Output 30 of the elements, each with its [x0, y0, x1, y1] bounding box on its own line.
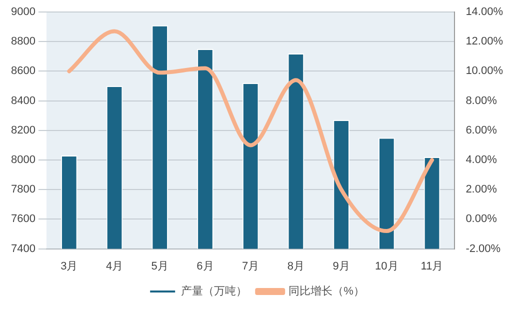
y2-tick-label: 0.00%: [466, 213, 498, 226]
x-tick-label: 8月: [287, 260, 304, 272]
y-tick-label: 7600: [10, 213, 36, 226]
y2-tick-label: 2.00%: [466, 184, 498, 196]
line-series: [67, 29, 434, 234]
y-tick-label: 8600: [10, 65, 36, 78]
x-tick-label: 7月: [242, 260, 260, 272]
y2-tick-label: 12.00%: [466, 36, 504, 48]
y2-tick-label: 8.00%: [466, 94, 498, 107]
x-tick-label: 4月: [106, 260, 124, 272]
y2-tick-label: 4.00%: [466, 154, 498, 166]
x-tick-label: 9月: [332, 260, 350, 272]
y2-tick-label: 6.00%: [466, 124, 498, 136]
y-tick-label: 8200: [10, 124, 36, 136]
y-tick-label: 8400: [10, 94, 36, 107]
y-tick-label: 8000: [10, 154, 36, 166]
y-tick-label: 7400: [10, 242, 36, 255]
x-tick-label: 6月: [196, 260, 214, 272]
legend-label: 产量（万吨）: [181, 284, 248, 298]
x-tick-label: 5月: [151, 260, 168, 272]
x-tick-label: 10月: [375, 260, 398, 272]
y-tick-label: 9000: [10, 6, 36, 18]
x-tick-label: 11月: [420, 260, 444, 272]
legend-label: 同比增长（%）: [288, 284, 364, 298]
y2-tick-label: 10.00%: [466, 65, 504, 78]
y-tick-label: 8800: [10, 36, 36, 48]
y-tick-label: 7800: [10, 184, 36, 196]
x-tick-label: 3月: [60, 260, 78, 272]
y2-tick-label: -2.00%: [466, 242, 501, 255]
y2-tick-label: 14.00%: [466, 6, 504, 18]
